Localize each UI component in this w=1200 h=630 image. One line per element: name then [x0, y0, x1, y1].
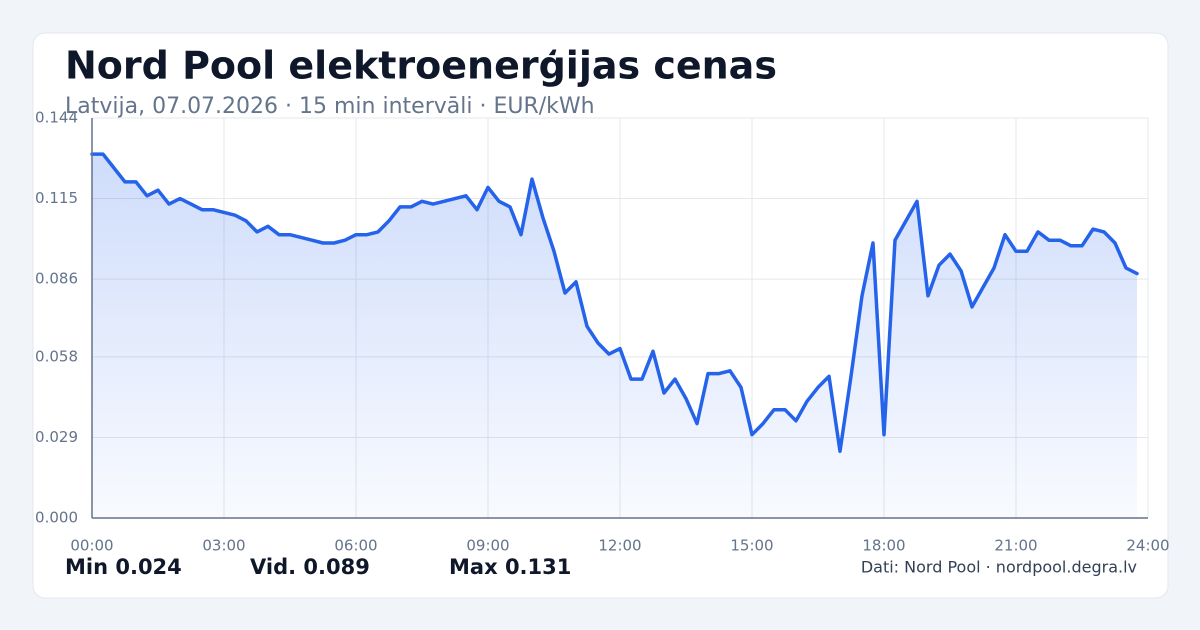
chart-subtitle: Latvija, 07.07.2026 · 15 min intervāli ·… — [65, 94, 595, 119]
x-tick-label: 03:00 — [202, 537, 245, 555]
source-note: Dati: Nord Pool · nordpool.degra.lv — [861, 558, 1137, 577]
x-tick-label: 09:00 — [466, 537, 509, 555]
area — [92, 154, 1137, 518]
stat-label: Vid. — [250, 555, 296, 579]
line — [90, 152, 1139, 454]
stat-label: Max — [449, 555, 498, 579]
stat-value: 0.089 — [303, 555, 369, 579]
stat-value: 0.131 — [505, 555, 571, 579]
y-tick-label: 0.115 — [35, 189, 78, 207]
stat: Min 0.024 — [65, 555, 182, 579]
y-tick-label: 0.058 — [35, 347, 78, 365]
y-tick-label: 0.144 — [35, 109, 78, 127]
x-tick-label: 15:00 — [730, 537, 773, 555]
chart-title: Nord Pool elektroenerģijas cenas — [65, 44, 777, 88]
x-tick-label: 12:00 — [598, 537, 641, 555]
stat-value: 0.024 — [115, 555, 181, 579]
x-tick-label: 18:00 — [862, 537, 905, 555]
x-tick-label: 00:00 — [70, 537, 113, 555]
y-tick-label: 0.000 — [35, 509, 78, 527]
stat: Vid. 0.089 — [250, 555, 370, 579]
stat-label: Min — [65, 555, 108, 579]
x-tick-label: 06:00 — [334, 537, 377, 555]
y-tick-label: 0.029 — [35, 428, 78, 446]
stat: Max 0.131 — [449, 555, 571, 579]
x-tick-label: 24:00 — [1126, 537, 1169, 555]
y-tick-label: 0.086 — [35, 270, 78, 288]
x-tick-label: 21:00 — [994, 537, 1037, 555]
